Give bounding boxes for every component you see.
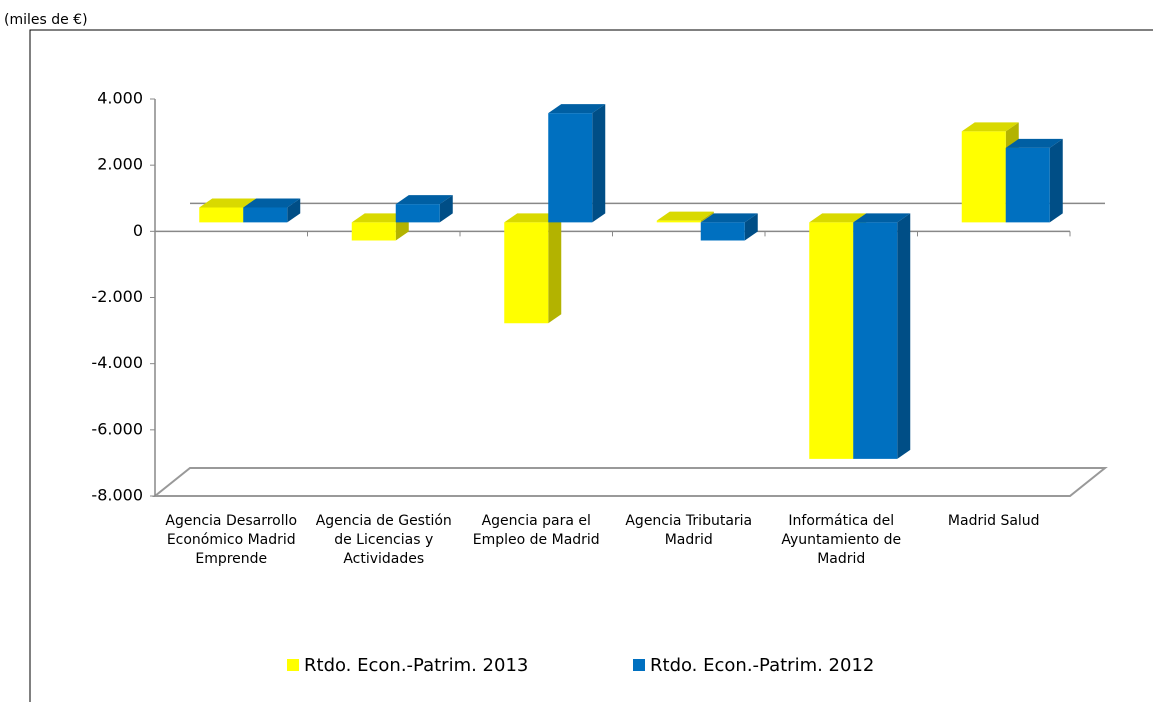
bar-front bbox=[809, 222, 854, 459]
bar-side bbox=[897, 213, 911, 459]
bar bbox=[504, 213, 562, 324]
frame bbox=[29, 29, 1153, 702]
bar-front bbox=[199, 207, 244, 223]
bar-front bbox=[243, 207, 288, 223]
bar-top bbox=[548, 104, 606, 114]
bar bbox=[1005, 138, 1063, 223]
x-tick-label: Agencia Desarrollo Económico Madrid Empr… bbox=[165, 513, 298, 567]
y-tick-label: 2.000 bbox=[97, 155, 143, 174]
y-tick-label: 4.000 bbox=[97, 89, 143, 108]
bar-side bbox=[548, 213, 562, 324]
y-tick-label: -2.000 bbox=[91, 287, 143, 306]
bar-side bbox=[744, 213, 758, 241]
bar-side bbox=[287, 198, 301, 223]
bar-side bbox=[439, 195, 453, 223]
legend-swatch bbox=[287, 659, 299, 671]
bar-side bbox=[592, 104, 606, 223]
x-tick-label: Agencia Tributaria Madrid bbox=[625, 513, 753, 548]
bar-top bbox=[1005, 138, 1063, 148]
y-tick-label: -8.000 bbox=[91, 486, 143, 505]
legend-swatch bbox=[633, 659, 645, 671]
y-tick-label: -6.000 bbox=[91, 419, 143, 438]
subtitle: (miles de €) bbox=[4, 12, 88, 28]
bar-top bbox=[656, 211, 714, 221]
bar-front bbox=[395, 204, 440, 223]
legend-label: Rtdo. Econ.-Patrim. 2013 bbox=[304, 655, 528, 676]
bar bbox=[656, 211, 714, 223]
bar-side bbox=[700, 211, 714, 223]
x-tick-label: Agencia para el Empleo de Madrid bbox=[472, 513, 600, 548]
bar-side bbox=[1049, 138, 1063, 223]
bar-front bbox=[656, 220, 701, 223]
x-tick-label: Informática del Ayuntamiento de Madrid bbox=[781, 513, 902, 567]
bar-front bbox=[1005, 147, 1050, 223]
bar bbox=[243, 198, 301, 223]
bar-front bbox=[700, 222, 745, 241]
bar-front bbox=[548, 113, 593, 223]
bar bbox=[853, 213, 911, 459]
floor bbox=[152, 467, 1108, 497]
y-tick-label: 0 bbox=[133, 221, 143, 240]
bar-front bbox=[351, 222, 396, 241]
bar bbox=[548, 104, 606, 223]
y-tick-label: -4.000 bbox=[91, 353, 143, 372]
bar-top bbox=[351, 213, 409, 223]
bar-top bbox=[853, 213, 911, 223]
bar-top bbox=[809, 213, 867, 223]
bar-top bbox=[243, 198, 301, 208]
bar-top bbox=[199, 198, 257, 208]
bar-top bbox=[700, 213, 758, 223]
bar-front bbox=[853, 222, 898, 459]
legend-label: Rtdo. Econ.-Patrim. 2012 bbox=[650, 655, 874, 676]
bar-top bbox=[961, 122, 1019, 132]
bar bbox=[395, 195, 453, 223]
x-tick-label: Agencia de Gestión de Licencias y Activi… bbox=[315, 513, 452, 567]
bar-top bbox=[504, 213, 562, 223]
bar-front bbox=[961, 131, 1006, 223]
x-tick-label: Madrid Salud bbox=[947, 513, 1040, 529]
bar-top bbox=[395, 195, 453, 205]
bar-front bbox=[504, 222, 549, 324]
bar bbox=[700, 213, 758, 241]
